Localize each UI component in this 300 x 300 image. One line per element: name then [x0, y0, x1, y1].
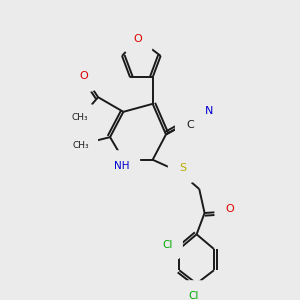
Text: O: O [134, 34, 142, 44]
Text: O: O [226, 204, 234, 214]
Text: Cl: Cl [162, 240, 172, 250]
Text: C: C [186, 120, 194, 130]
Text: Cl: Cl [189, 291, 199, 300]
Text: O: O [79, 71, 88, 81]
Text: S: S [179, 163, 186, 173]
Text: NH: NH [114, 160, 130, 171]
Text: CH₃: CH₃ [71, 113, 88, 122]
Text: CH₃: CH₃ [73, 141, 89, 150]
Text: N: N [204, 106, 213, 116]
